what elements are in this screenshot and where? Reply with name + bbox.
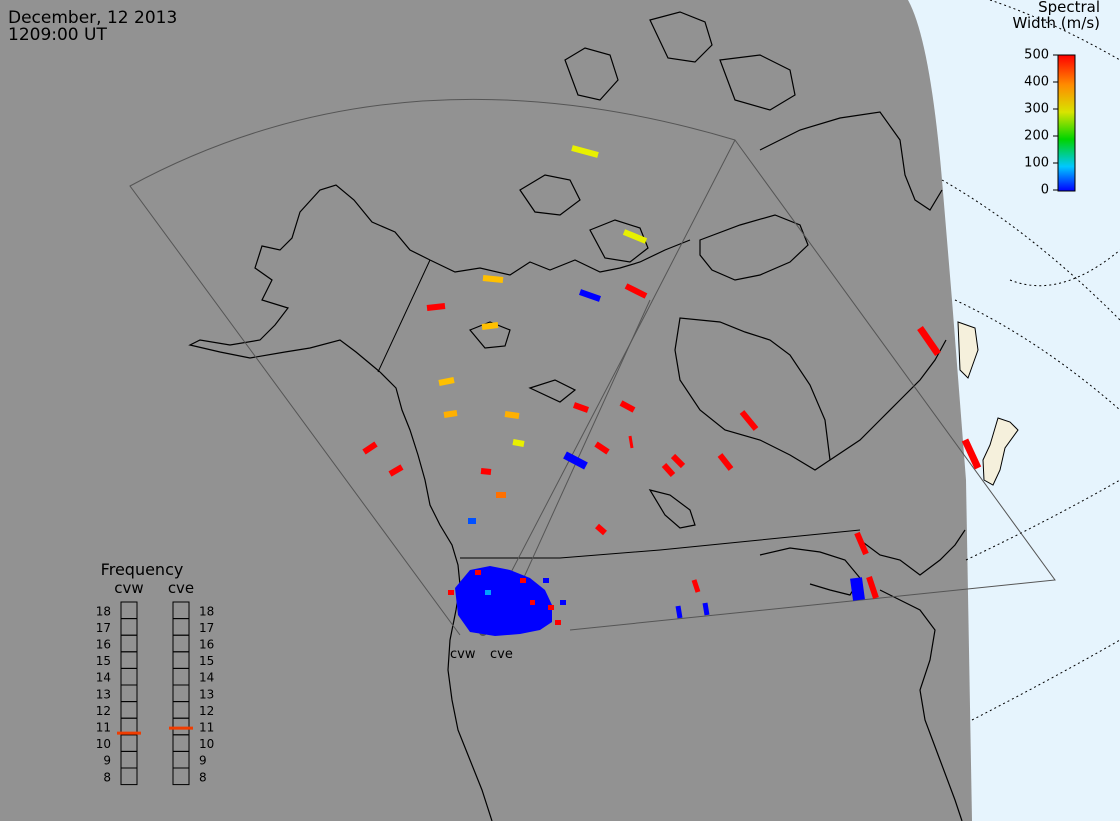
colorbar-tick: 300 <box>1024 102 1049 117</box>
colorbar-tick: 400 <box>1024 75 1049 90</box>
landmass-far <box>957 321 979 379</box>
radar-label-cve: cve <box>490 647 513 662</box>
frequency-scale-label: 11 <box>96 721 111 735</box>
frequency-col-cvw: cvw <box>114 579 143 597</box>
frequency-scale-label: 9 <box>199 754 207 768</box>
frequency-scale-label: 10 <box>199 737 214 751</box>
frequency-scale-label: 15 <box>96 654 111 668</box>
frequency-scale-label: 15 <box>199 654 214 668</box>
frequency-scale-label: 9 <box>103 754 111 768</box>
radar-field-of-view <box>129 98 1056 636</box>
radar-label-cvw: cvw <box>450 647 476 662</box>
frequency-title: Frequency <box>101 560 184 579</box>
frequency-scale-label: 16 <box>199 638 214 652</box>
frequency-scale-label: 12 <box>96 704 111 718</box>
colorbar-title: Spectral Width (m/s) <box>1012 0 1100 31</box>
frequency-cell <box>120 767 138 786</box>
frequency-scale-label: 11 <box>199 721 214 735</box>
frequency-scale-label: 10 <box>96 737 111 751</box>
frequency-scale-label: 14 <box>96 671 111 685</box>
frequency-scale-label: 18 <box>96 604 111 618</box>
landmass-far-2 <box>982 417 1019 486</box>
colorbar-tick: 0 <box>1041 183 1049 198</box>
frequency-scale-label: 8 <box>103 770 111 784</box>
colorbar-title-line1: Spectral <box>1038 0 1100 16</box>
frequency-scale-label: 13 <box>199 687 214 701</box>
spectral-width-cells <box>362 145 982 636</box>
frequency-scale-label: 17 <box>199 621 214 635</box>
frequency-scale-label: 16 <box>96 638 111 652</box>
spectral-width-colorbar: 500 400 300 200 100 0 <box>1024 48 1076 198</box>
frequency-panel: Frequency cvw cve 18 17 16 15 14 13 12 11 10 9 8 1… <box>96 560 214 786</box>
colorbar-tick: 500 <box>1024 48 1049 63</box>
frequency-scale-left: 18 17 16 15 14 13 12 11 10 9 8 <box>96 604 111 784</box>
frequency-scale-label: 18 <box>199 604 214 618</box>
frequency-cell <box>172 767 190 786</box>
coastlines <box>188 11 966 821</box>
frequency-scale-label: 12 <box>199 704 214 718</box>
date-label: December, 12 2013 <box>8 8 178 28</box>
frequency-col-cve: cve <box>168 579 194 597</box>
frequency-column-cvw <box>117 601 141 786</box>
frequency-scale-label: 14 <box>199 671 214 685</box>
time-label: 1209:00 UT <box>8 25 107 45</box>
frequency-scale-label: 17 <box>96 621 111 635</box>
frequency-column-cve <box>169 601 193 786</box>
colorbar-title-line2: Width (m/s) <box>1012 14 1100 32</box>
frequency-scale-label: 8 <box>199 770 207 784</box>
grid-lines-dotted <box>941 0 1120 721</box>
globe-disk <box>0 0 972 821</box>
borders <box>377 259 861 559</box>
frequency-scale-label: 13 <box>96 687 111 701</box>
colorbar-tick: 100 <box>1024 156 1049 171</box>
colorbar-tick: 200 <box>1024 129 1049 144</box>
frequency-scale-right: 18 17 16 15 14 13 12 11 10 9 8 <box>199 604 214 784</box>
near-range-cluster <box>455 566 552 636</box>
